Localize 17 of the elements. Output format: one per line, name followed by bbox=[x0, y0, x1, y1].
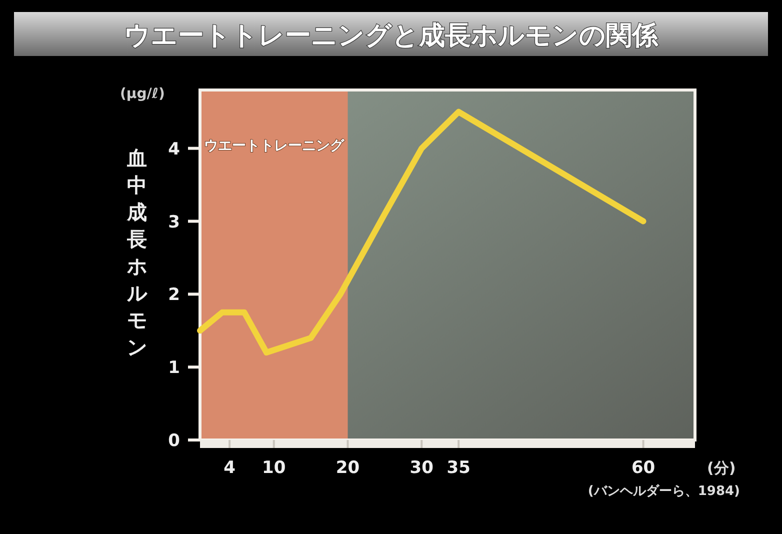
x-tick-label: 20 bbox=[336, 458, 360, 478]
x-tick-label: 30 bbox=[410, 458, 434, 478]
text: (μg/ℓ) bbox=[120, 86, 165, 102]
y-tick-label: 0 bbox=[168, 431, 180, 451]
y-tick-label: 4 bbox=[168, 139, 180, 160]
y-tick-label: 1 bbox=[168, 358, 180, 378]
x-axis-title: (分) bbox=[707, 459, 736, 477]
x-tick-label: 60 bbox=[631, 458, 656, 478]
x-tick-label: 4 bbox=[224, 458, 236, 478]
x-tick-label: 10 bbox=[262, 458, 286, 478]
x-tick-label: 35 bbox=[446, 458, 470, 478]
y-axis-title: 血中成長ホルモン bbox=[126, 146, 148, 359]
text: (バンヘルダーら、1984) bbox=[588, 484, 740, 499]
y-tick-label: 2 bbox=[168, 285, 180, 306]
y-tick-label: 3 bbox=[168, 212, 180, 232]
band-label: ウエートトレーニング bbox=[204, 138, 345, 154]
chart-title: ウエートトレーニングと成長ホルモンの関係 bbox=[124, 21, 659, 51]
